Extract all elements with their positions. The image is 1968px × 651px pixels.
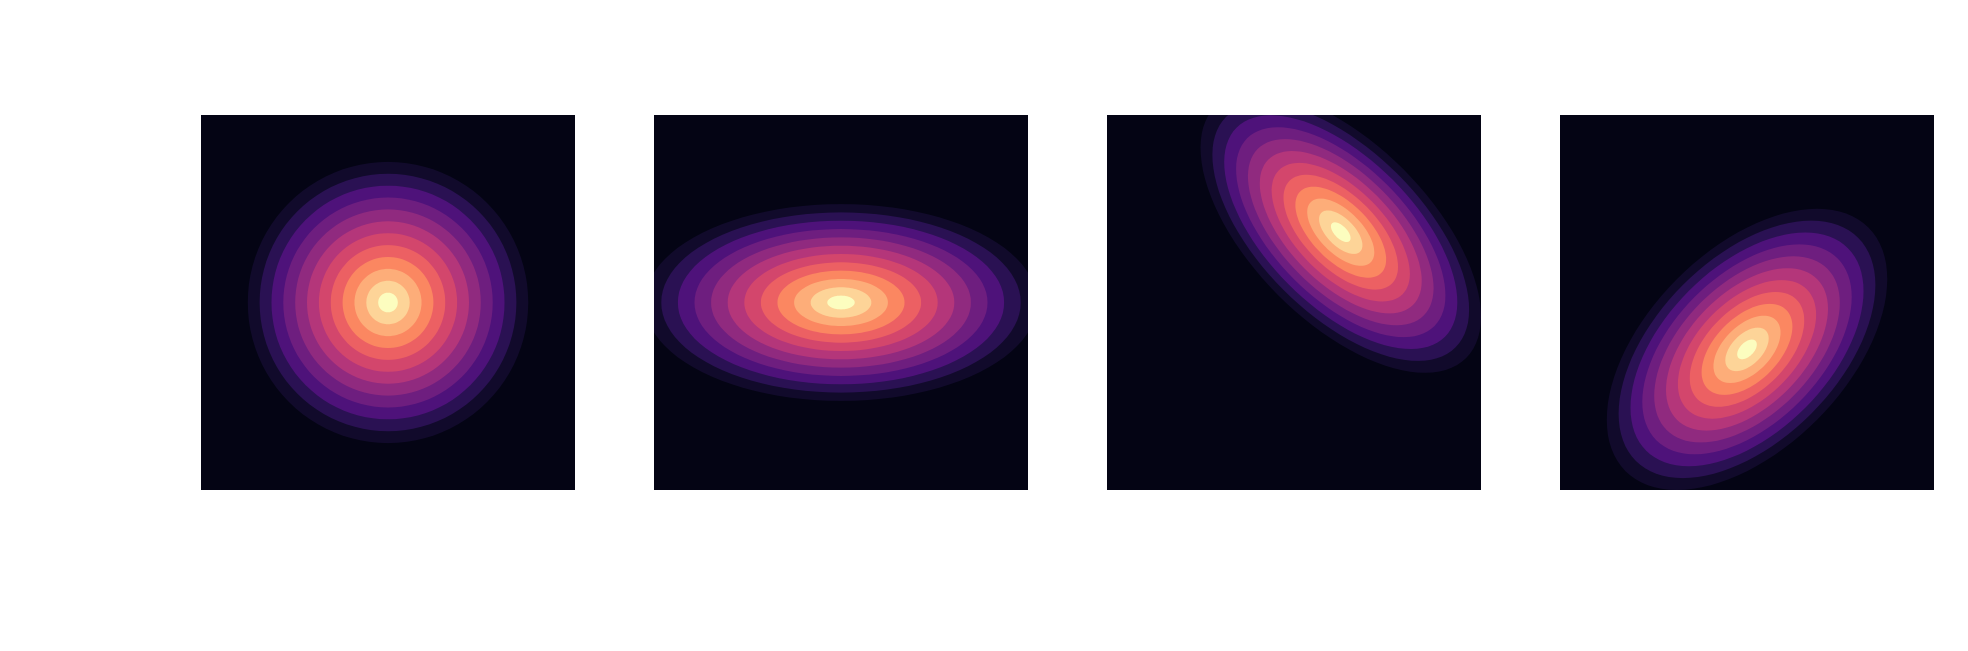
- contour-level-12: [1330, 222, 1351, 242]
- contour-level-12: [378, 292, 398, 313]
- contour-panel-3: [1107, 115, 1481, 490]
- contour-panel-2: [654, 115, 1028, 490]
- contour-level-12: [1737, 339, 1757, 360]
- contour-panel-4: [1560, 115, 1934, 490]
- contour-panel-1: [201, 115, 575, 490]
- contour-level-12: [827, 295, 855, 310]
